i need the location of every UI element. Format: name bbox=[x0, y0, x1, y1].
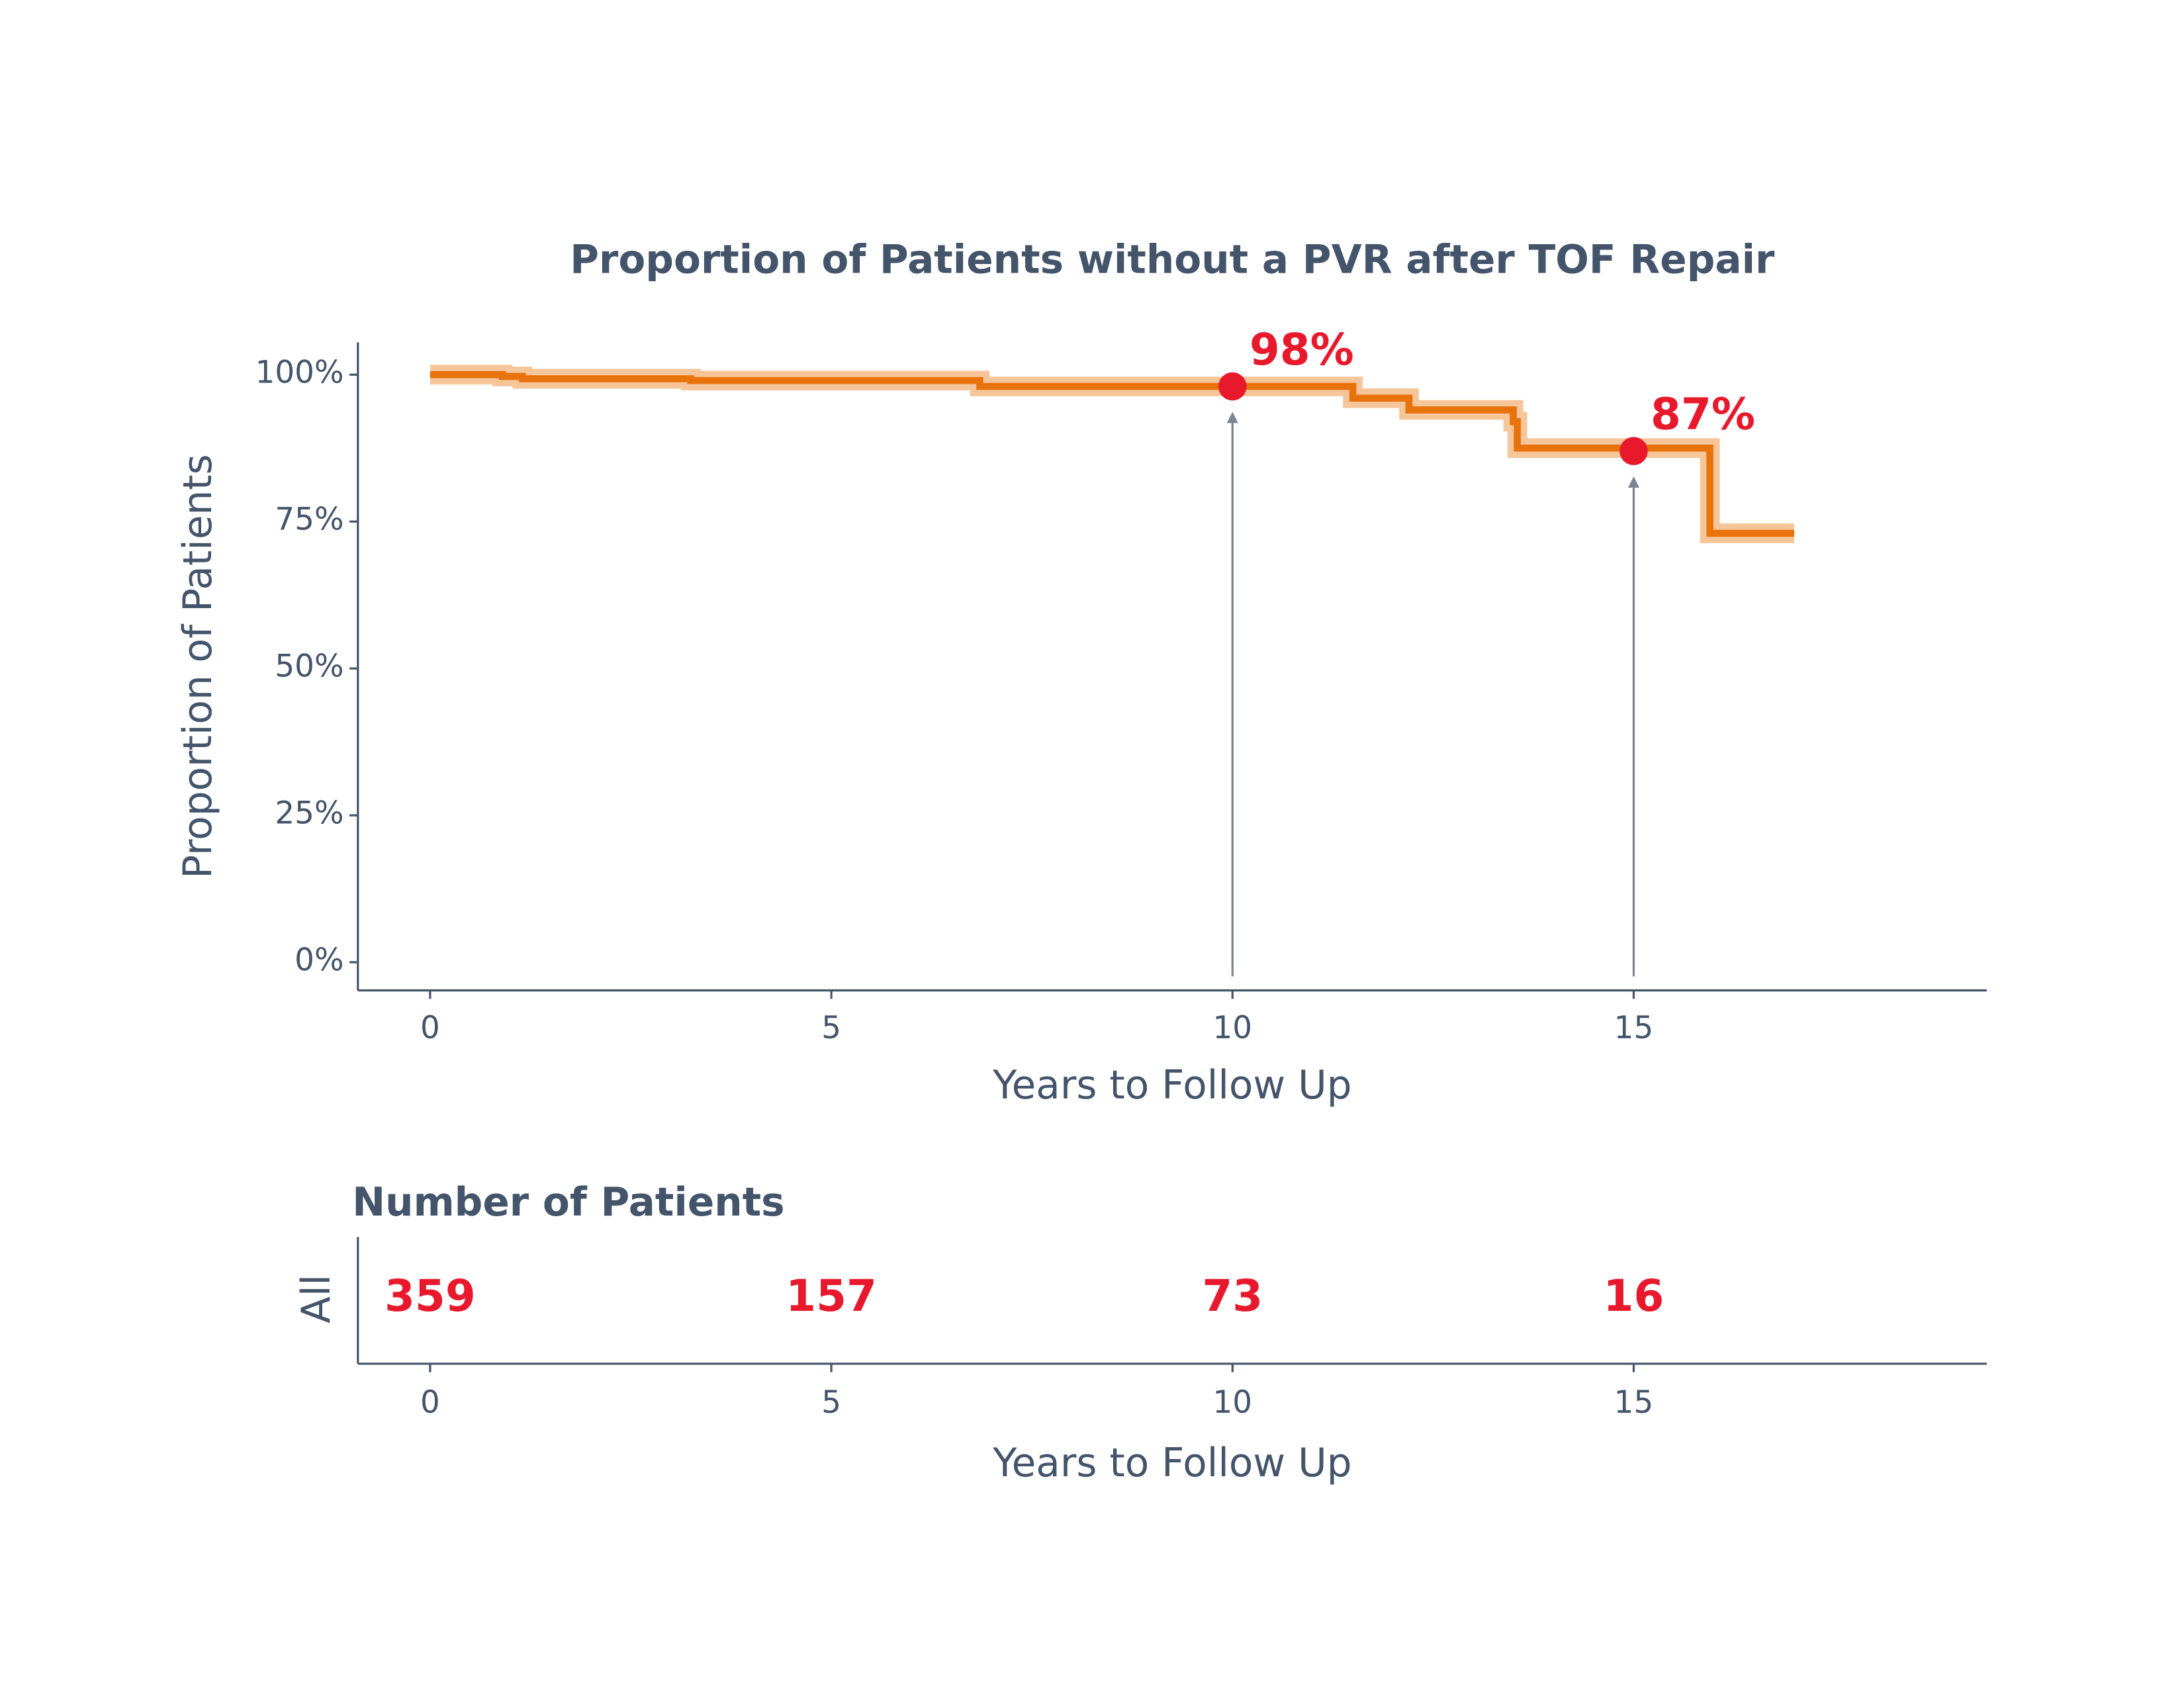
patient-count: 157 bbox=[786, 1270, 877, 1321]
patient-count: 16 bbox=[1604, 1270, 1664, 1321]
chart-title: Proportion of Patients without a PVR aft… bbox=[570, 238, 1775, 283]
y-tick-label: 100% bbox=[255, 355, 344, 391]
row-label: All bbox=[294, 1274, 340, 1323]
y-tick-label: 0% bbox=[295, 943, 343, 979]
x-tick-label: 5 bbox=[821, 1385, 841, 1421]
annotation-point bbox=[1619, 437, 1648, 465]
x-tick-label: 10 bbox=[1212, 1010, 1252, 1046]
y-tick-label: 75% bbox=[275, 502, 343, 538]
x-tick-label: 15 bbox=[1614, 1385, 1654, 1421]
x-tick-label: 10 bbox=[1212, 1385, 1252, 1421]
x-axis-title: Years to Follow Up bbox=[992, 1441, 1351, 1486]
confidence-band bbox=[430, 365, 1794, 543]
survival-line bbox=[430, 371, 1794, 537]
patient-count: 359 bbox=[385, 1270, 476, 1321]
x-tick-label: 15 bbox=[1614, 1010, 1654, 1046]
annotation-label: 87% bbox=[1651, 389, 1755, 440]
x-tick-label: 0 bbox=[420, 1385, 440, 1421]
patient-count: 73 bbox=[1202, 1270, 1263, 1321]
table-title: Number of Patients bbox=[352, 1180, 784, 1225]
annotation-point bbox=[1218, 372, 1247, 401]
y-tick-label: 25% bbox=[275, 796, 343, 832]
y-axis-title: Proportion of Patients bbox=[175, 454, 221, 879]
x-tick-label: 5 bbox=[821, 1010, 841, 1046]
annotation-label: 98% bbox=[1250, 324, 1354, 375]
x-tick-label: 0 bbox=[420, 1010, 440, 1046]
y-tick-label: 50% bbox=[275, 649, 343, 685]
x-axis-title: Years to Follow Up bbox=[992, 1063, 1351, 1108]
